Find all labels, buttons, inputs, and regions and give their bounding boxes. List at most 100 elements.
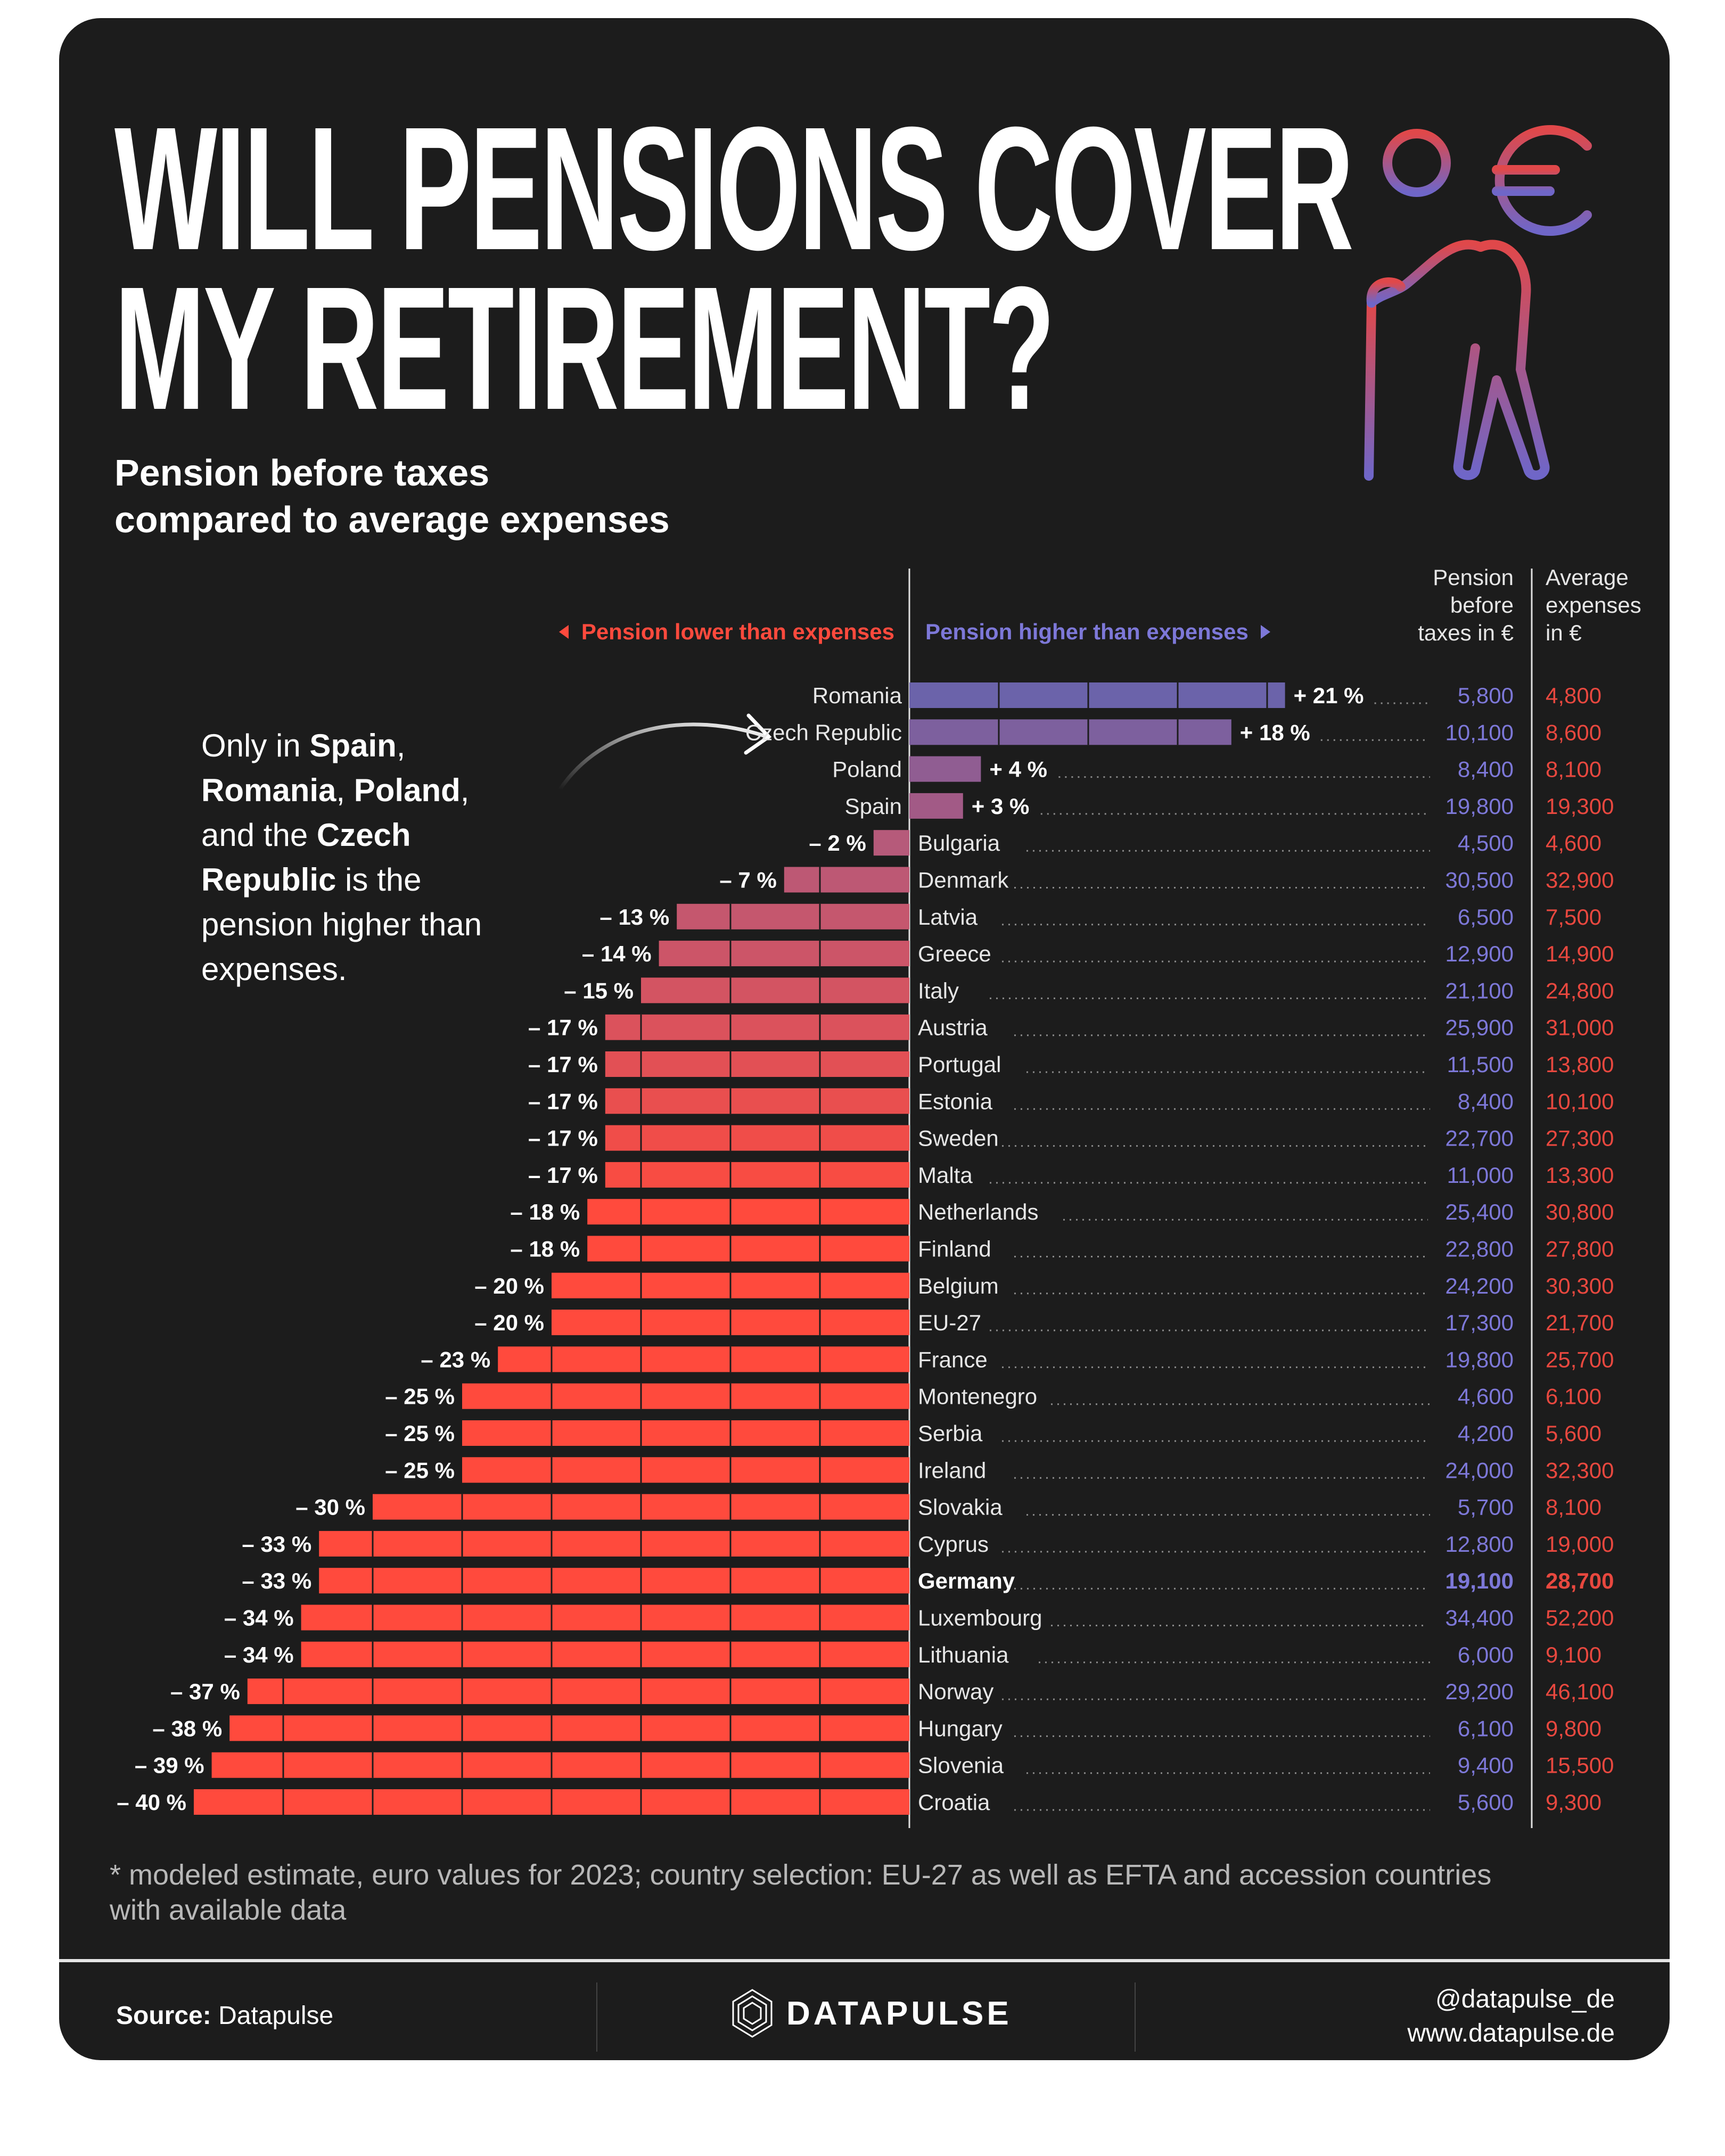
percent-label: – 2 % — [809, 830, 866, 855]
bar — [909, 719, 1231, 745]
bar — [909, 756, 981, 782]
country-label: Bulgaria — [918, 830, 1000, 855]
percent-label: – 30 % — [295, 1495, 365, 1520]
annotation-text: Only in Spain, Romania, Poland, and the … — [201, 723, 499, 992]
diverging-bar-chart: Pension lower than expenses Pension highe… — [117, 565, 1641, 1828]
percent-label: – 17 % — [528, 1052, 598, 1077]
pension-value: 22,700 — [1445, 1126, 1514, 1151]
percent-label: – 34 % — [224, 1606, 294, 1631]
social-handles: @datapulse_de www.datapulse.de — [1407, 1982, 1615, 2051]
subtitle: Pension before taxes compared to average… — [114, 449, 670, 543]
bar — [319, 1530, 910, 1557]
pension-value: 5,600 — [1458, 1790, 1514, 1815]
percent-label: + 18 % — [1240, 720, 1310, 745]
country-label: Greece — [918, 941, 991, 966]
pension-value: 4,600 — [1458, 1384, 1514, 1409]
country-label: Slovakia — [918, 1495, 1003, 1520]
percent-label: – 33 % — [242, 1568, 311, 1593]
expenses-column-header: in € — [1546, 620, 1582, 645]
pension-value: 24,200 — [1445, 1273, 1514, 1298]
bar — [462, 1383, 909, 1409]
bar — [605, 1162, 909, 1188]
expenses-value: 14,900 — [1546, 941, 1614, 966]
expenses-value: 19,300 — [1546, 794, 1614, 819]
annotation-part: , and the — [201, 772, 470, 853]
country-label: Ireland — [918, 1458, 986, 1483]
subtitle-line: Pension before taxes — [114, 452, 490, 493]
percent-label: – 33 % — [242, 1532, 311, 1557]
bar — [301, 1604, 909, 1631]
country-label: Denmark — [918, 868, 1009, 893]
pension-value: 11,500 — [1447, 1052, 1514, 1077]
bar — [229, 1715, 910, 1741]
expenses-column-header: expenses — [1546, 593, 1641, 618]
bar — [605, 1051, 909, 1077]
bar — [909, 793, 963, 819]
country-label: Cyprus — [918, 1532, 989, 1557]
logo-text: DATAPULSE — [786, 1995, 1012, 2032]
expenses-value: 30,800 — [1546, 1199, 1614, 1224]
triangle-left-icon — [559, 625, 569, 639]
country-label: Sweden — [918, 1126, 999, 1151]
expenses-value: 8,600 — [1546, 720, 1601, 745]
pension-value: 6,100 — [1458, 1716, 1514, 1741]
pension-value: 6,000 — [1458, 1642, 1514, 1667]
bar — [498, 1346, 909, 1372]
percent-label: – 25 % — [385, 1458, 455, 1483]
annotation-part: , — [336, 772, 354, 808]
website-link[interactable]: www.datapulse.de — [1407, 2019, 1615, 2047]
pension-value: 4,200 — [1458, 1421, 1514, 1446]
pension-value: 19,800 — [1445, 794, 1514, 819]
bar — [873, 830, 909, 856]
pension-value: 5,800 — [1458, 683, 1514, 708]
annotation-part: Romania — [201, 772, 336, 808]
pension-value: 10,100 — [1445, 720, 1514, 745]
pension-value: 9,400 — [1458, 1753, 1514, 1778]
expenses-value: 9,800 — [1546, 1716, 1601, 1741]
bar — [677, 903, 909, 929]
bar — [462, 1457, 909, 1483]
subtitle-line: compared to average expenses — [114, 499, 670, 540]
annotation-part: Czech Republic — [201, 817, 411, 898]
expenses-value: 6,100 — [1546, 1384, 1601, 1409]
expenses-value: 13,300 — [1546, 1163, 1614, 1188]
country-label: Malta — [918, 1163, 973, 1188]
percent-label: – 13 % — [599, 904, 669, 929]
elderly-person-with-cane-and-euro-icon — [1364, 125, 1592, 481]
bar — [605, 1014, 909, 1040]
percent-label: – 15 % — [564, 978, 634, 1003]
legend-negative: Pension lower than expenses — [581, 619, 894, 644]
country-label: Hungary — [918, 1716, 1003, 1741]
country-label: Netherlands — [918, 1199, 1038, 1224]
percent-label: + 4 % — [989, 757, 1047, 782]
title-line: WILL PENSIONS COVER — [114, 90, 1354, 286]
pension-value: 25,400 — [1445, 1199, 1514, 1224]
footer-separator — [1135, 1982, 1136, 2052]
pension-value: 34,400 — [1445, 1606, 1514, 1631]
social-handle[interactable]: @datapulse_de — [1435, 1985, 1615, 2013]
annotation-part: is the pension higher than expenses. — [201, 862, 482, 987]
percent-label: – 14 % — [582, 941, 652, 966]
percent-label: – 39 % — [135, 1753, 204, 1778]
country-label: Slovenia — [918, 1753, 1004, 1778]
expenses-value: 5,600 — [1546, 1421, 1601, 1446]
expenses-value: 46,100 — [1546, 1679, 1614, 1704]
pension-value: 6,500 — [1458, 904, 1514, 929]
bar — [587, 1199, 909, 1225]
country-label: Czech Republic — [745, 720, 902, 745]
bar — [605, 1088, 909, 1114]
pension-value: 12,900 — [1445, 941, 1514, 966]
triangle-right-icon — [1261, 625, 1270, 639]
bar — [301, 1641, 909, 1667]
percent-label: – 23 % — [421, 1347, 490, 1372]
expenses-value: 9,100 — [1546, 1642, 1601, 1667]
expenses-value: 31,000 — [1546, 1015, 1614, 1040]
annotation-part: Spain — [309, 728, 397, 763]
source-value: Datapulse — [218, 2002, 334, 2030]
expenses-value: 28,700 — [1546, 1568, 1614, 1593]
country-label: Serbia — [918, 1421, 983, 1446]
pension-value: 24,000 — [1445, 1458, 1514, 1483]
percent-label: – 37 % — [170, 1679, 240, 1704]
percent-label: – 20 % — [474, 1310, 544, 1335]
pension-column-header: taxes in € — [1418, 620, 1514, 645]
